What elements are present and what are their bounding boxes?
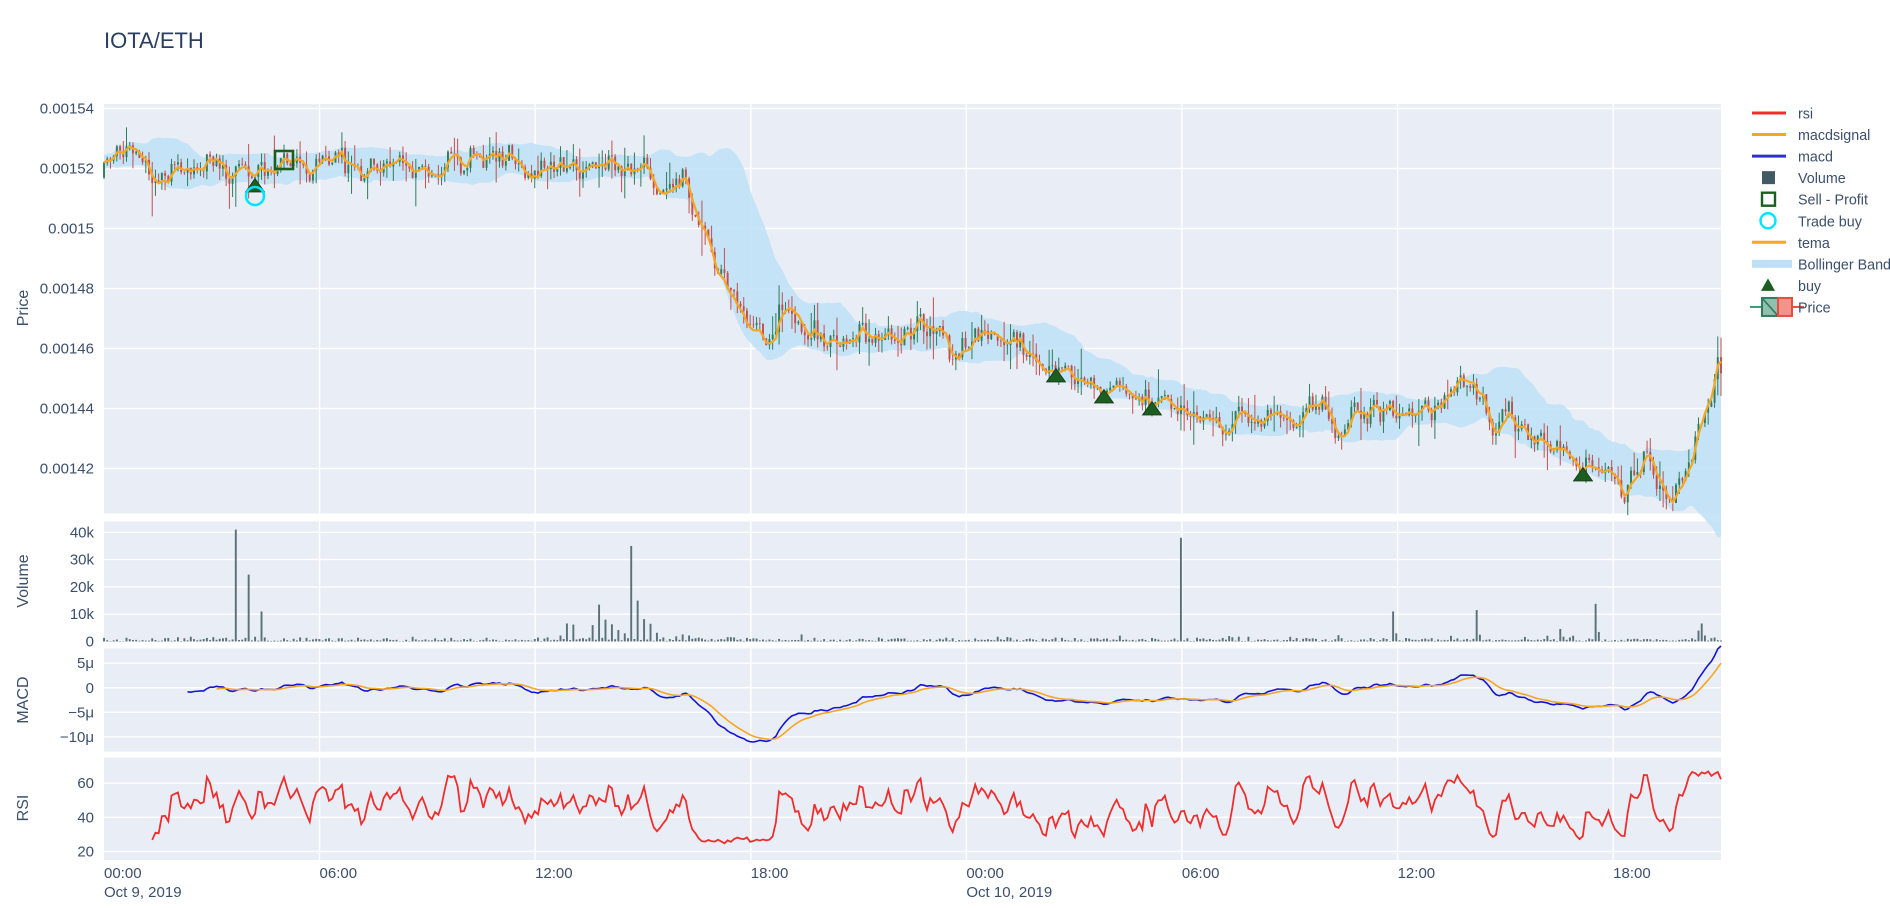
svg-text:Volume: Volume [1798, 171, 1846, 187]
svg-text:0.0015: 0.0015 [48, 221, 94, 238]
svg-text:rsi: rsi [1798, 107, 1813, 123]
svg-text:06:00: 06:00 [320, 865, 358, 882]
svg-text:0.00144: 0.00144 [40, 401, 94, 418]
svg-text:−5μ: −5μ [68, 704, 94, 721]
svg-text:60: 60 [77, 775, 94, 792]
svg-text:Bollinger Band: Bollinger Band [1798, 257, 1890, 273]
svg-text:20: 20 [77, 843, 94, 860]
svg-text:IOTA/ETH: IOTA/ETH [104, 28, 204, 53]
svg-text:00:00: 00:00 [104, 865, 142, 882]
svg-text:buy: buy [1798, 279, 1822, 295]
svg-text:10k: 10k [70, 606, 95, 623]
svg-text:0.00152: 0.00152 [40, 161, 94, 178]
svg-text:0: 0 [86, 680, 94, 697]
svg-text:0.00154: 0.00154 [40, 101, 94, 118]
svg-text:Price: Price [15, 290, 32, 327]
svg-text:30k: 30k [70, 552, 95, 569]
svg-text:Price: Price [1798, 300, 1831, 316]
svg-text:tema: tema [1798, 236, 1830, 252]
svg-text:RSI: RSI [15, 795, 32, 822]
svg-text:40k: 40k [70, 524, 95, 541]
svg-text:12:00: 12:00 [1398, 865, 1436, 882]
svg-text:Oct 9, 2019: Oct 9, 2019 [104, 884, 182, 901]
svg-text:12:00: 12:00 [535, 865, 573, 882]
svg-text:Oct 10, 2019: Oct 10, 2019 [966, 884, 1052, 901]
svg-text:0.00142: 0.00142 [40, 461, 94, 478]
svg-text:18:00: 18:00 [1613, 865, 1651, 882]
svg-text:18:00: 18:00 [751, 865, 789, 882]
svg-text:0.00146: 0.00146 [40, 341, 94, 358]
svg-text:macd: macd [1798, 150, 1833, 166]
svg-text:20k: 20k [70, 579, 95, 596]
svg-text:06:00: 06:00 [1182, 865, 1220, 882]
svg-text:5μ: 5μ [77, 655, 94, 672]
svg-text:0.00148: 0.00148 [40, 281, 94, 298]
svg-text:Volume: Volume [15, 554, 32, 607]
svg-text:MACD: MACD [15, 676, 32, 723]
svg-text:Sell - Profit: Sell - Profit [1798, 193, 1868, 209]
svg-text:00:00: 00:00 [966, 865, 1004, 882]
svg-text:Trade buy: Trade buy [1798, 214, 1863, 230]
svg-text:0: 0 [86, 634, 94, 651]
svg-text:−10μ: −10μ [60, 729, 94, 746]
svg-text:macdsignal: macdsignal [1798, 128, 1870, 144]
svg-text:40: 40 [77, 809, 94, 826]
